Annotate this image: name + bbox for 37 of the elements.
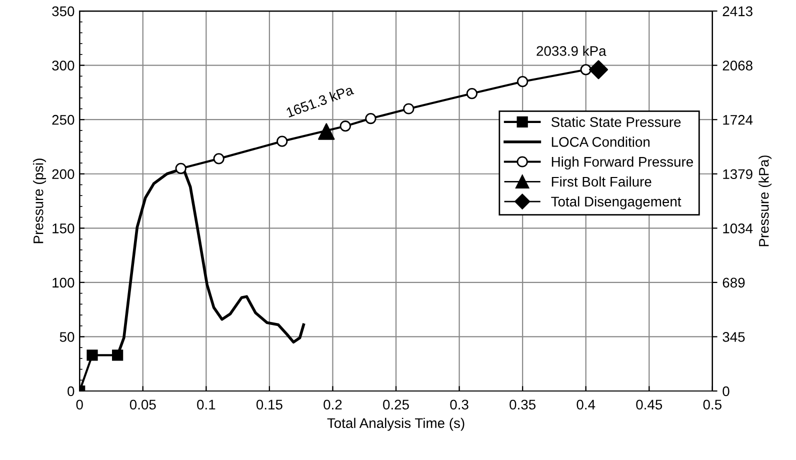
x-tick-label: 0.3 xyxy=(450,400,468,410)
y-tick-label: 50 xyxy=(60,332,74,342)
x-tick-label: 0.15 xyxy=(256,400,282,410)
y2-tick-label: 689 xyxy=(722,278,745,288)
x-axis-title: Total Analysis Time (s) xyxy=(327,418,464,431)
y2-tick-label: 1034 xyxy=(723,223,753,234)
x-tick-label: 0.45 xyxy=(636,400,662,410)
y2-tick-label: 1724 xyxy=(723,114,753,125)
y2-tick-label: 345 xyxy=(722,332,745,342)
x-tick-label: 0 xyxy=(76,400,83,410)
y2-axis-title: Pressure (kPa) xyxy=(758,156,772,246)
y-tick-label: 200 xyxy=(52,169,74,180)
x-tick-label: 0.1 xyxy=(197,400,216,410)
y2-tick-label: 0 xyxy=(722,386,730,396)
y-axis-title: Pressure (psi) xyxy=(33,158,46,244)
x-tick-label: 0.35 xyxy=(510,400,536,410)
y-tick-label: 100 xyxy=(52,278,74,288)
legend-label: First Bolt Failure xyxy=(552,176,652,187)
y2-tick-label: 2413 xyxy=(722,6,752,16)
y-tick-label: 350 xyxy=(52,6,74,16)
x-tick-label: 0.25 xyxy=(383,400,409,410)
legend-label: LOCA Condition xyxy=(552,136,650,147)
annotation: 1651.3 kPa xyxy=(286,84,354,118)
y2-tick-label: 2068 xyxy=(722,60,752,70)
y2-tick-label: 1379 xyxy=(723,169,752,180)
legend-label: Total Disengagement xyxy=(551,196,682,210)
annotation: 2033.9 kPa xyxy=(536,46,606,56)
y-tick-label: 300 xyxy=(52,60,74,70)
legend-label: High Forward Pressure xyxy=(552,156,693,170)
y-tick-label: 150 xyxy=(52,223,74,234)
x-tick-label: 0.4 xyxy=(576,400,596,410)
x-tick-label: 0.2 xyxy=(324,400,342,410)
x-tick-label: 0.05 xyxy=(130,400,156,410)
legend-label: Static State Pressure xyxy=(551,116,681,127)
y-tick-label: 250 xyxy=(52,114,74,125)
x-tick-label: 0.5 xyxy=(703,400,722,410)
y-tick-label: 0 xyxy=(68,386,74,396)
